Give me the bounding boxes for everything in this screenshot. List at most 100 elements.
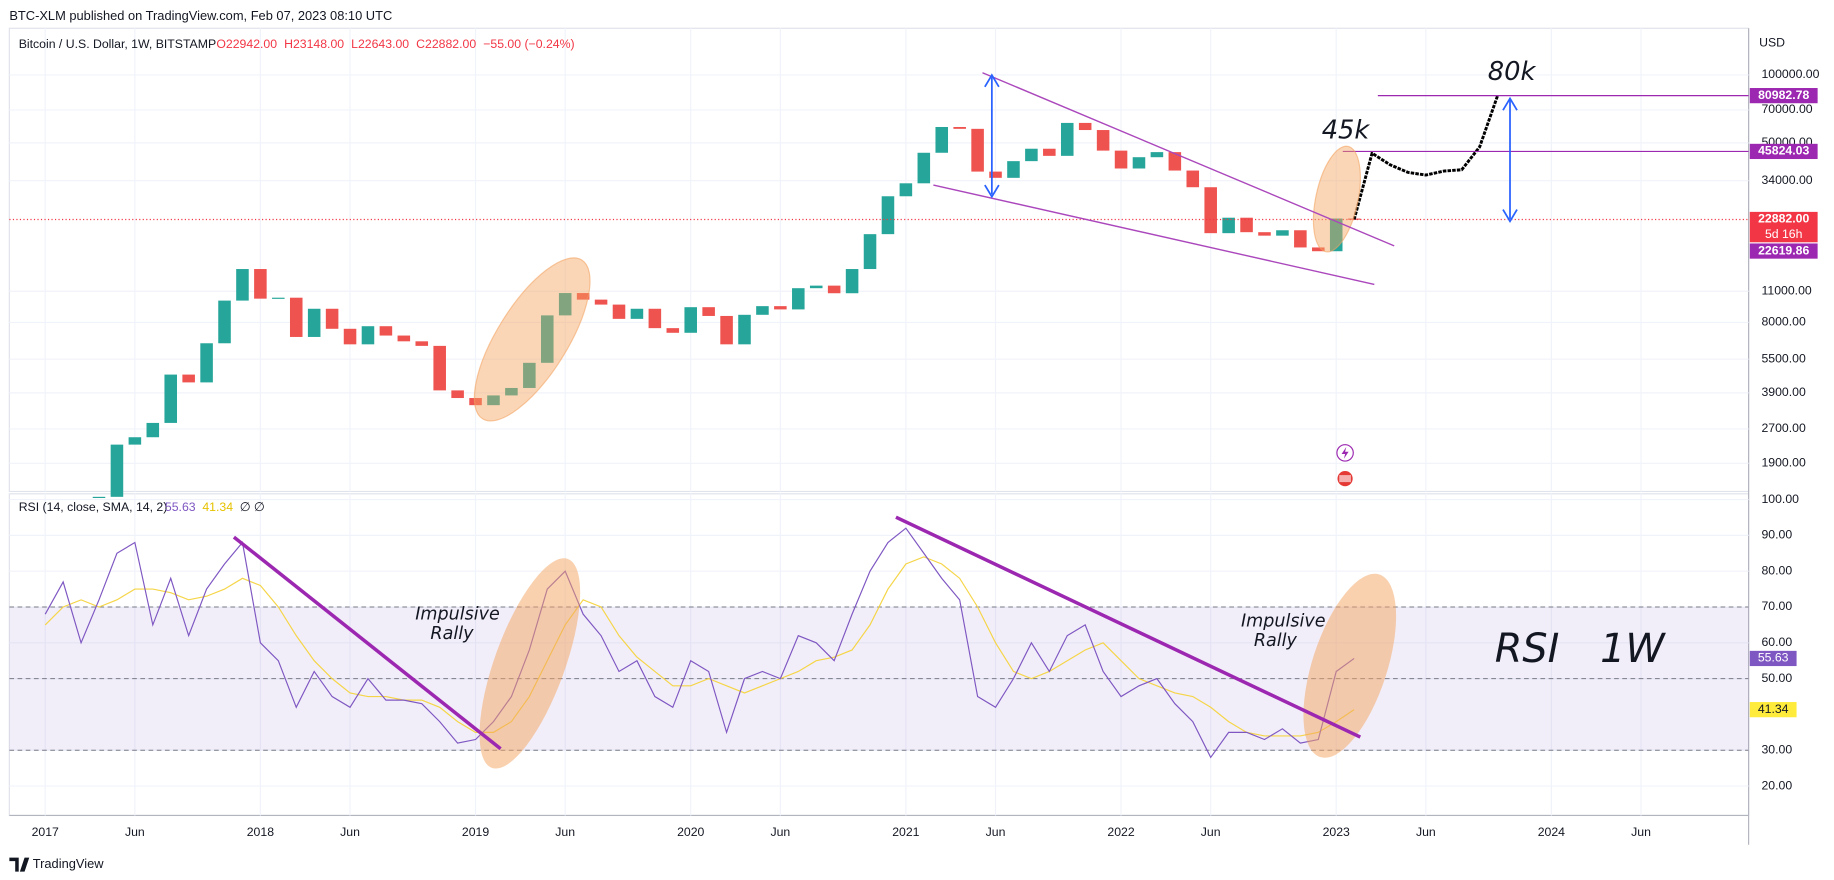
footer-logo	[9, 857, 30, 872]
y-tick-label: 50.00	[1761, 671, 1792, 685]
level-label: 80982.78	[1758, 88, 1809, 102]
candle	[792, 288, 805, 310]
x-tick-label: 2019	[462, 825, 489, 839]
level-label: 22882.00	[1758, 212, 1809, 226]
event-icon-glyph	[1341, 447, 1349, 459]
candle	[289, 297, 303, 337]
candle	[1294, 230, 1307, 248]
ohlc-value: H23148.00	[284, 37, 344, 51]
candle	[666, 328, 680, 333]
candle	[1007, 161, 1020, 178]
candle	[576, 293, 590, 300]
candle	[774, 306, 787, 310]
candle	[1096, 130, 1110, 151]
candle	[702, 307, 715, 316]
candle	[630, 308, 644, 319]
candle	[272, 297, 285, 299]
candle	[451, 390, 464, 399]
y-tick-label: 1900.00	[1761, 456, 1806, 470]
annotation: Rally	[430, 624, 474, 644]
y-tick-label: 70000.00	[1761, 102, 1812, 116]
y-tick-label: 80.00	[1761, 563, 1792, 577]
band-layer	[9, 606, 1749, 751]
y-tick-label: 3900.00	[1761, 385, 1806, 399]
rsi-line	[44, 527, 1355, 759]
marks-layer	[9, 95, 1749, 759]
candle	[1060, 122, 1074, 156]
arrow-head	[1502, 96, 1518, 223]
ohlc-value: L22643.00	[351, 37, 409, 51]
y-tick-label: 100000.00	[1761, 67, 1819, 81]
highlight-ellipse	[473, 257, 591, 422]
candle	[899, 183, 913, 197]
x-tick-label: 2021	[892, 825, 919, 839]
ohlc-value: −55.00 (−0.24%)	[483, 37, 574, 51]
x-tick-label: 2024	[1538, 825, 1565, 839]
candle	[433, 345, 446, 391]
candle	[1078, 122, 1092, 131]
candle	[809, 285, 823, 289]
candle	[648, 308, 662, 329]
candle	[415, 341, 429, 346]
candle	[1276, 230, 1289, 236]
candle	[935, 126, 949, 153]
candle	[254, 269, 267, 299]
x-tick-label: Jun	[1631, 825, 1651, 839]
ohlc-legend: O22942.00 H23148.00 L22643.00 C22882.00 −55.…	[216, 37, 574, 51]
candle	[953, 126, 966, 129]
candle	[397, 335, 411, 342]
footer-brand: TradingView	[33, 856, 104, 871]
annotation: 80k	[1488, 57, 1537, 87]
candle	[505, 387, 518, 396]
candle	[540, 315, 554, 363]
arrow-head	[984, 73, 1000, 199]
trend-line	[232, 535, 502, 751]
x-tick-label: Jun	[770, 825, 790, 839]
x-tick-label: Jun	[986, 825, 1006, 839]
candle	[720, 315, 733, 345]
candle	[558, 293, 572, 316]
level-label: 45824.03	[1758, 144, 1809, 158]
candle	[110, 444, 124, 497]
rsi-sma-legend-value: 41.34	[202, 500, 233, 514]
rsi-title: RSI (14, close, SMA, 14, 2)	[19, 500, 168, 514]
candle	[92, 496, 106, 499]
candle	[218, 300, 231, 344]
candle	[594, 299, 608, 305]
rsi-sma-line	[44, 556, 1355, 737]
highlight-ellipse	[1303, 573, 1397, 758]
candle	[1329, 218, 1343, 252]
y-tick-label: 30.00	[1761, 743, 1792, 757]
trend-line	[895, 515, 1362, 739]
candle	[1186, 170, 1200, 188]
candle	[1114, 150, 1128, 169]
candle	[325, 308, 339, 329]
last-value-label: 55.63	[1758, 651, 1789, 665]
rsi-na-values: ∅ ∅	[240, 500, 265, 514]
candle	[1222, 217, 1235, 234]
candle	[756, 306, 769, 315]
rsi-legend-value: 55.63	[165, 500, 196, 514]
last-value-label: 41.34	[1758, 702, 1789, 716]
x-tick-label: 2017	[32, 825, 59, 839]
candle	[845, 269, 859, 294]
candle	[917, 152, 931, 184]
annotation: 1W	[1600, 626, 1666, 672]
candle	[469, 398, 482, 406]
annotation: 45k	[1322, 116, 1371, 146]
candle	[523, 362, 536, 388]
candle	[1312, 247, 1325, 252]
projection-line	[1352, 95, 1499, 220]
y-tick-label: 20.00	[1761, 778, 1792, 792]
candle	[863, 234, 877, 270]
last-value-badge	[1749, 650, 1797, 667]
x-tick-label: Jun	[125, 825, 145, 839]
candle	[738, 314, 751, 345]
last-value-badge	[1749, 702, 1797, 718]
candle	[1150, 152, 1164, 158]
level-badge	[1749, 88, 1818, 104]
candle	[1132, 157, 1146, 169]
ohlc-value: O22942.00	[216, 37, 277, 51]
candle	[146, 422, 160, 438]
